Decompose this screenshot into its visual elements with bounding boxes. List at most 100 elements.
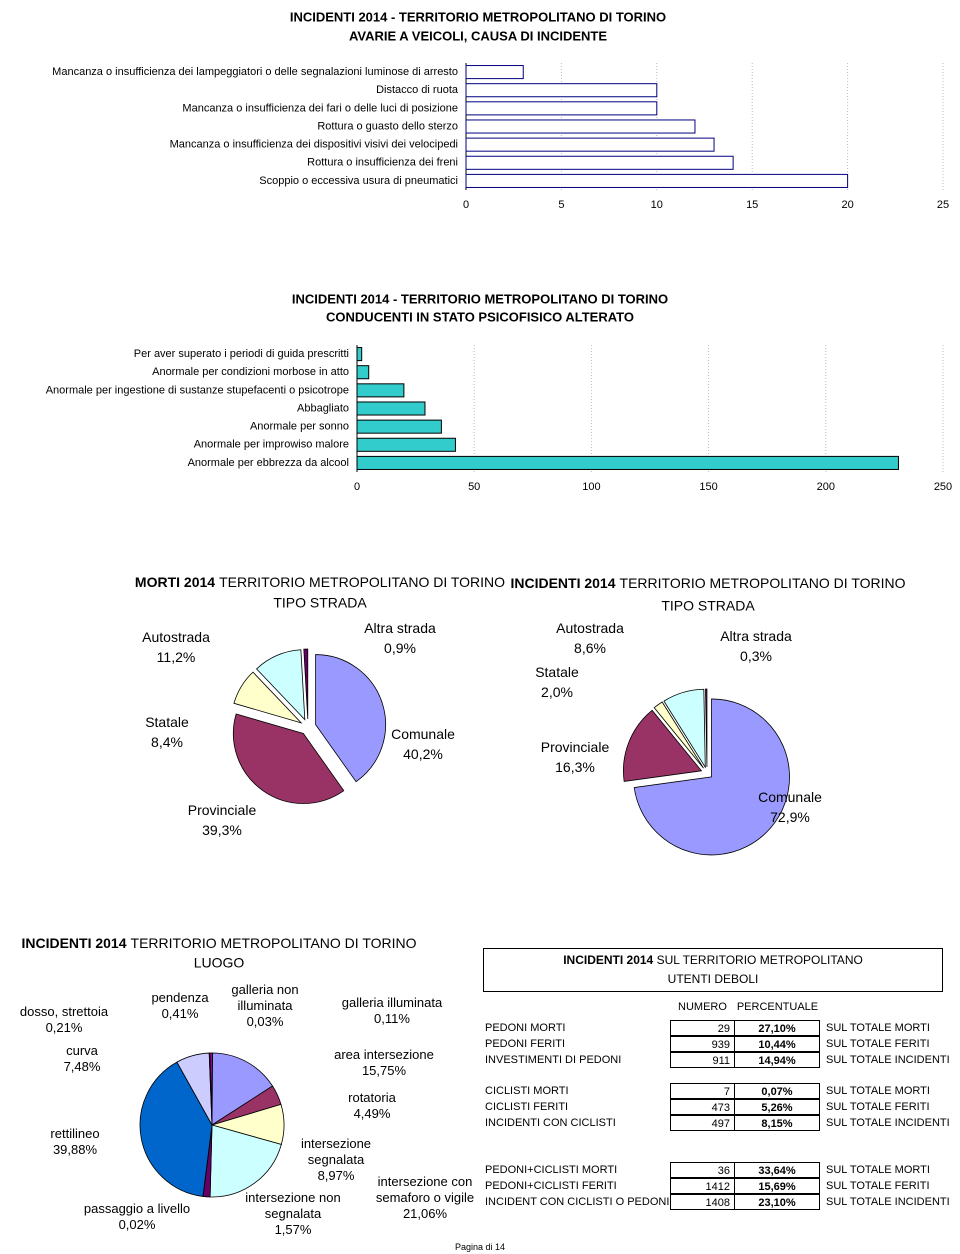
slice-category: galleria illuminata [341, 995, 443, 1010]
row-number: 1408 [670, 1194, 735, 1210]
category-label: Abbagliato [297, 402, 349, 414]
pie-slice [209, 1052, 213, 1126]
slice-label: Comunale 72,9% [730, 787, 850, 827]
pie-slice [211, 1052, 274, 1126]
row-note: SUL TOTALE INCIDENTI [826, 1196, 950, 1208]
row-note: SUL TOTALE MORTI [826, 1164, 930, 1176]
category-label: Mancanza o insufficienza dei dispositivi… [170, 139, 458, 151]
x-tick-label: 20 [841, 199, 853, 211]
row-number: 473 [670, 1099, 735, 1115]
chart-title-rest: TERRITORIO METROPOLITANO DI TORINO [620, 575, 906, 591]
slice-label: passaggio a livello 0,02% [77, 1201, 197, 1233]
slice-category: Altra strada [364, 620, 436, 636]
slice-category: Provinciale [540, 739, 610, 755]
chart-subtitle: TIPO STRADA [661, 598, 755, 614]
slice-category: Autostrada [556, 620, 624, 636]
slice-value: 0,9% [384, 640, 416, 656]
pie-slice [139, 1061, 213, 1197]
bar [465, 83, 658, 98]
bar [356, 455, 899, 470]
slice-category: intersezione non segnalata [245, 1190, 341, 1221]
row-number: 36 [670, 1162, 735, 1178]
table-title-rest: SUL TERRITORIO METROPOLITANO [656, 953, 863, 967]
row-label: CICLISTI FERITI [485, 1101, 569, 1113]
slice-label: galleria illuminata 0,11% [327, 995, 457, 1027]
slice-value: 0,02% [118, 1217, 156, 1232]
slice-value: 39,88% [52, 1142, 98, 1157]
category-label: Anormale per ingestione di sustanze stup… [46, 384, 349, 396]
slice-category: intersezione con semaforo o vigile [375, 1174, 475, 1205]
x-tick-label: 5 [558, 199, 564, 211]
pie-slice [623, 709, 703, 782]
slice-value: 0,41% [161, 1006, 199, 1021]
pie-slice [233, 671, 303, 724]
bar [356, 419, 442, 434]
chart-subtitle: LUOGO [194, 955, 245, 971]
chart-title: INCIDENTI 2014 TERRITORIO METROPOLITANO D… [510, 575, 905, 591]
category-label: Anormale per ebbrezza da alcool [188, 457, 349, 469]
row-label: INVESTIMENTI DI PEDONI [485, 1054, 622, 1066]
slice-category: curva [66, 1043, 98, 1058]
table-title-box: INCIDENTI 2014 SUL TERRITORIO METROPOLIT… [483, 948, 943, 992]
chart-subtitle: AVARIE A VEICOLI, CAUSA DI INCIDENTE [349, 28, 607, 43]
slice-value: 8,4% [151, 734, 183, 750]
row-label: INCIDENT CON CICLISTI O PEDONI [485, 1196, 670, 1208]
row-number: 497 [670, 1115, 735, 1131]
slice-category: Comunale [758, 789, 822, 805]
slice-value: 0,21% [45, 1020, 83, 1035]
slice-label: intersezione segnalata 8,97% [296, 1136, 376, 1184]
table-title-bold: INCIDENTI 2014 [563, 953, 654, 967]
chart-title: INCIDENTI 2014 - TERRITORIO METROPOLITAN… [292, 291, 668, 306]
x-tick-label: 200 [817, 481, 835, 493]
row-note: SUL TOTALE MORTI [826, 1085, 930, 1097]
slice-label: pendenza 0,41% [135, 990, 225, 1022]
row-number: 29 [670, 1020, 735, 1036]
slice-value: 8,97% [317, 1168, 355, 1183]
row-number: 939 [670, 1036, 735, 1052]
slice-category: galleria non illuminata [231, 982, 299, 1013]
chart-title: MORTI 2014 TERRITORIO METROPOLITANO DI TO… [135, 574, 505, 590]
x-tick-label: 100 [582, 481, 600, 493]
category-label: Rottura o guasto dello sterzo [317, 120, 458, 132]
bar [465, 137, 715, 152]
slice-label: Altra strada 0,9% [340, 618, 460, 658]
chart-title-rest: TERRITORIO METROPOLITANO DI TORINO [219, 574, 505, 590]
category-label: Anormale per condizioni morbose in atto [152, 366, 349, 378]
bar [356, 401, 426, 416]
slice-value: 21,06% [402, 1206, 448, 1221]
table-subtitle: UTENTI DEBOLI [667, 972, 759, 986]
slice-value: 40,2% [403, 746, 443, 762]
slice-category: Autostrada [142, 629, 210, 645]
row-note: SUL TOTALE INCIDENTI [826, 1117, 950, 1129]
slice-label: Comunale 40,2% [363, 724, 483, 764]
row-label: PEDONI MORTI [485, 1022, 566, 1034]
chart-title-bold: INCIDENTI 2014 [21, 935, 126, 951]
bar [356, 383, 405, 398]
slice-label: Provinciale 16,3% [515, 737, 635, 777]
x-tick-label: 150 [699, 481, 717, 493]
row-percent: 15,69% [734, 1178, 820, 1194]
slice-value: 39,3% [202, 822, 242, 838]
slice-label: curva 7,48% [42, 1043, 122, 1075]
row-percent: 23,10% [734, 1194, 820, 1210]
slice-category: Comunale [391, 726, 455, 742]
slice-label: Provinciale 39,3% [162, 800, 282, 840]
x-tick-label: 50 [468, 481, 480, 493]
slice-value: 7,48% [63, 1059, 101, 1074]
category-label: Mancanza o insufficienza dei lampeggiato… [52, 66, 458, 78]
slice-category: Provinciale [187, 802, 257, 818]
chart-title: INCIDENTI 2014 - TERRITORIO METROPOLITAN… [290, 9, 666, 24]
bar [465, 65, 524, 80]
x-tick-label: 0 [354, 481, 360, 493]
x-tick-label: 250 [934, 481, 952, 493]
slice-label: Autostrada 8,6% [530, 618, 650, 658]
slice-category: dosso, strettoia [19, 1004, 109, 1019]
pie-slice [315, 654, 387, 783]
column-header: NUMERO [678, 1001, 727, 1013]
x-tick-label: 0 [463, 199, 469, 211]
category-label: Per aver superato i periodi di guida pre… [134, 348, 349, 360]
slice-value: 16,3% [555, 759, 595, 775]
bar [465, 173, 849, 188]
row-percent: 5,26% [734, 1099, 820, 1115]
